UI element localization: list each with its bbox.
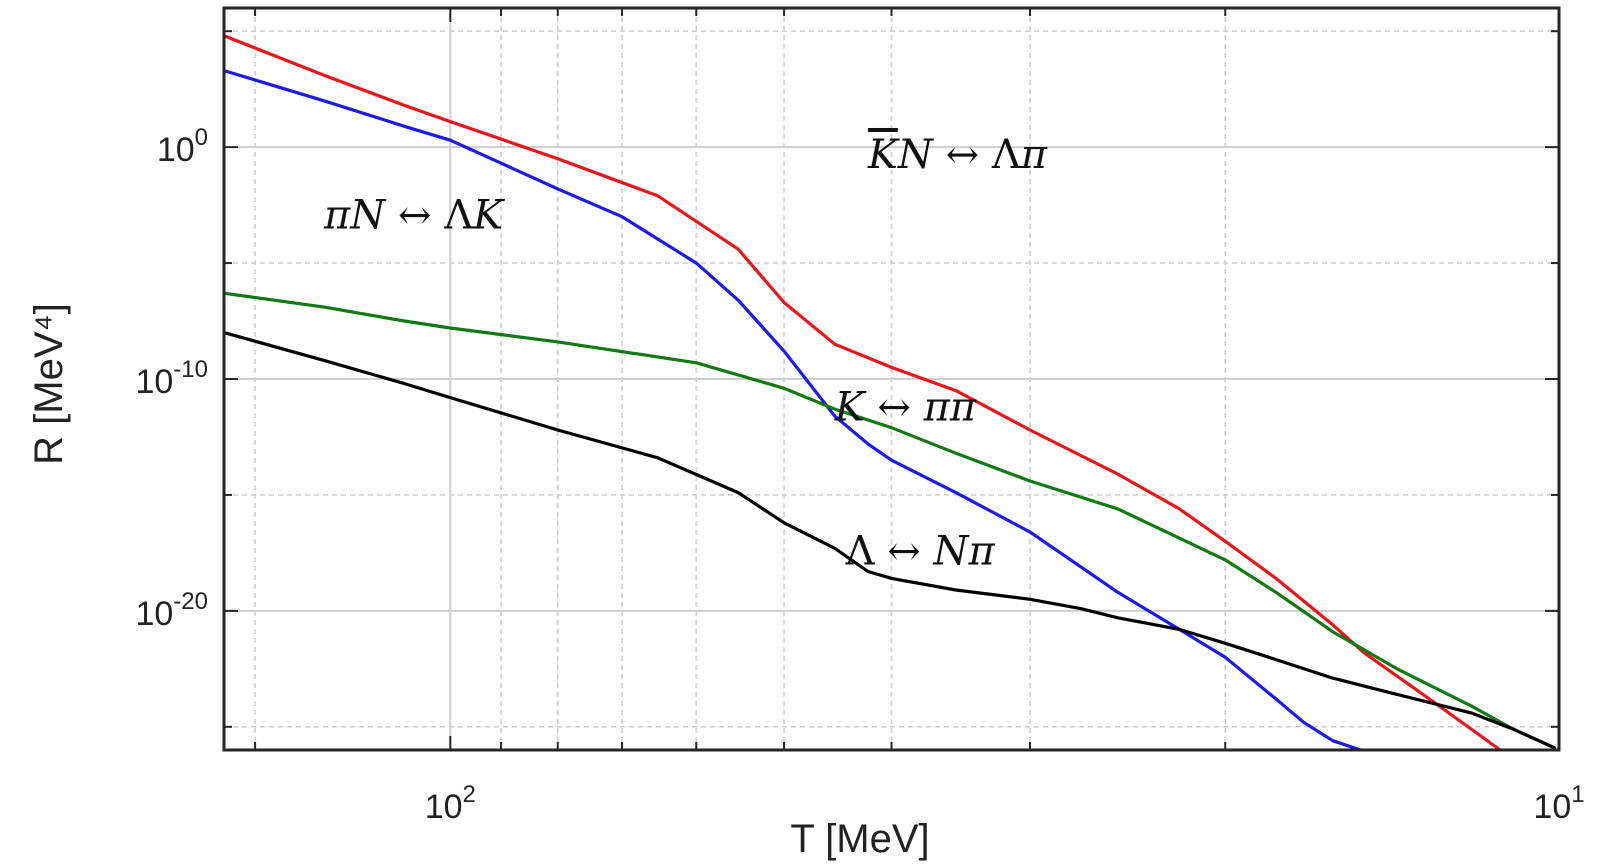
annotation-lnp: Λ ↔ Nπ [845, 529, 996, 575]
y-tick-label: 100 [157, 124, 208, 169]
y-tick-label: 10-10 [135, 356, 208, 401]
annotation-kbar: KN ↔ Λπ [867, 132, 1048, 178]
x-tick-label: 101 [1533, 781, 1584, 826]
series-line-pi-n-lambda-k [224, 71, 1361, 750]
grid [224, 8, 1559, 750]
y-tick-label: 10-20 [135, 588, 208, 633]
annotation-pin: πN ↔ ΛK [323, 192, 505, 238]
x-axis-title: T [MeV] [790, 817, 929, 861]
y-axis-title: R [MeV⁴] [27, 303, 71, 465]
annotation-kpp: K ↔ ππ [834, 385, 977, 431]
series-line-k-pi-pi [224, 293, 1554, 748]
x-tick-label: 102 [425, 781, 476, 826]
annotations: KN ↔ Λπ πN ↔ ΛK K ↔ ππ Λ ↔ Nπ [323, 132, 1048, 575]
